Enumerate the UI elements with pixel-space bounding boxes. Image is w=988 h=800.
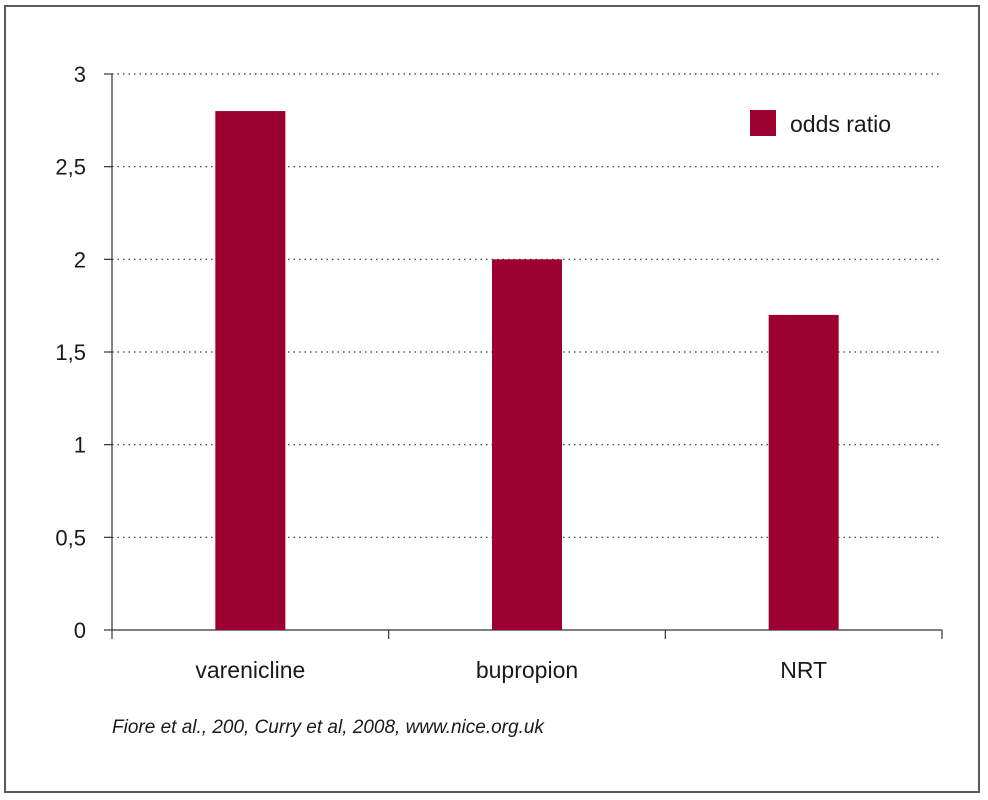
y-tick-label: 0 <box>74 618 86 643</box>
legend: odds ratio <box>750 110 891 137</box>
bar-nrt <box>768 314 839 630</box>
y-tick-label: 3 <box>74 62 86 87</box>
x-axis-labels: varenicline bupropion NRT <box>195 657 827 683</box>
y-axis-ticks: 0 0,5 1 1,5 2 2,5 3 <box>55 62 112 643</box>
x-category-label: varenicline <box>195 657 305 683</box>
bar-bupropion <box>492 259 562 630</box>
bar-varenicline <box>215 111 286 631</box>
y-tick-label: 2 <box>74 247 86 272</box>
legend-swatch <box>750 110 776 136</box>
legend-label: odds ratio <box>790 111 891 137</box>
y-tick-label: 2,5 <box>55 155 86 180</box>
source-note: Fiore et al., 200, Curry et al, 2008, ww… <box>112 717 544 738</box>
x-category-label: bupropion <box>476 657 578 683</box>
y-tick-label: 0,5 <box>55 525 86 550</box>
bars <box>215 111 839 631</box>
y-tick-label: 1,5 <box>55 340 86 365</box>
x-category-label: NRT <box>780 657 827 683</box>
y-tick-label: 1 <box>74 433 86 458</box>
